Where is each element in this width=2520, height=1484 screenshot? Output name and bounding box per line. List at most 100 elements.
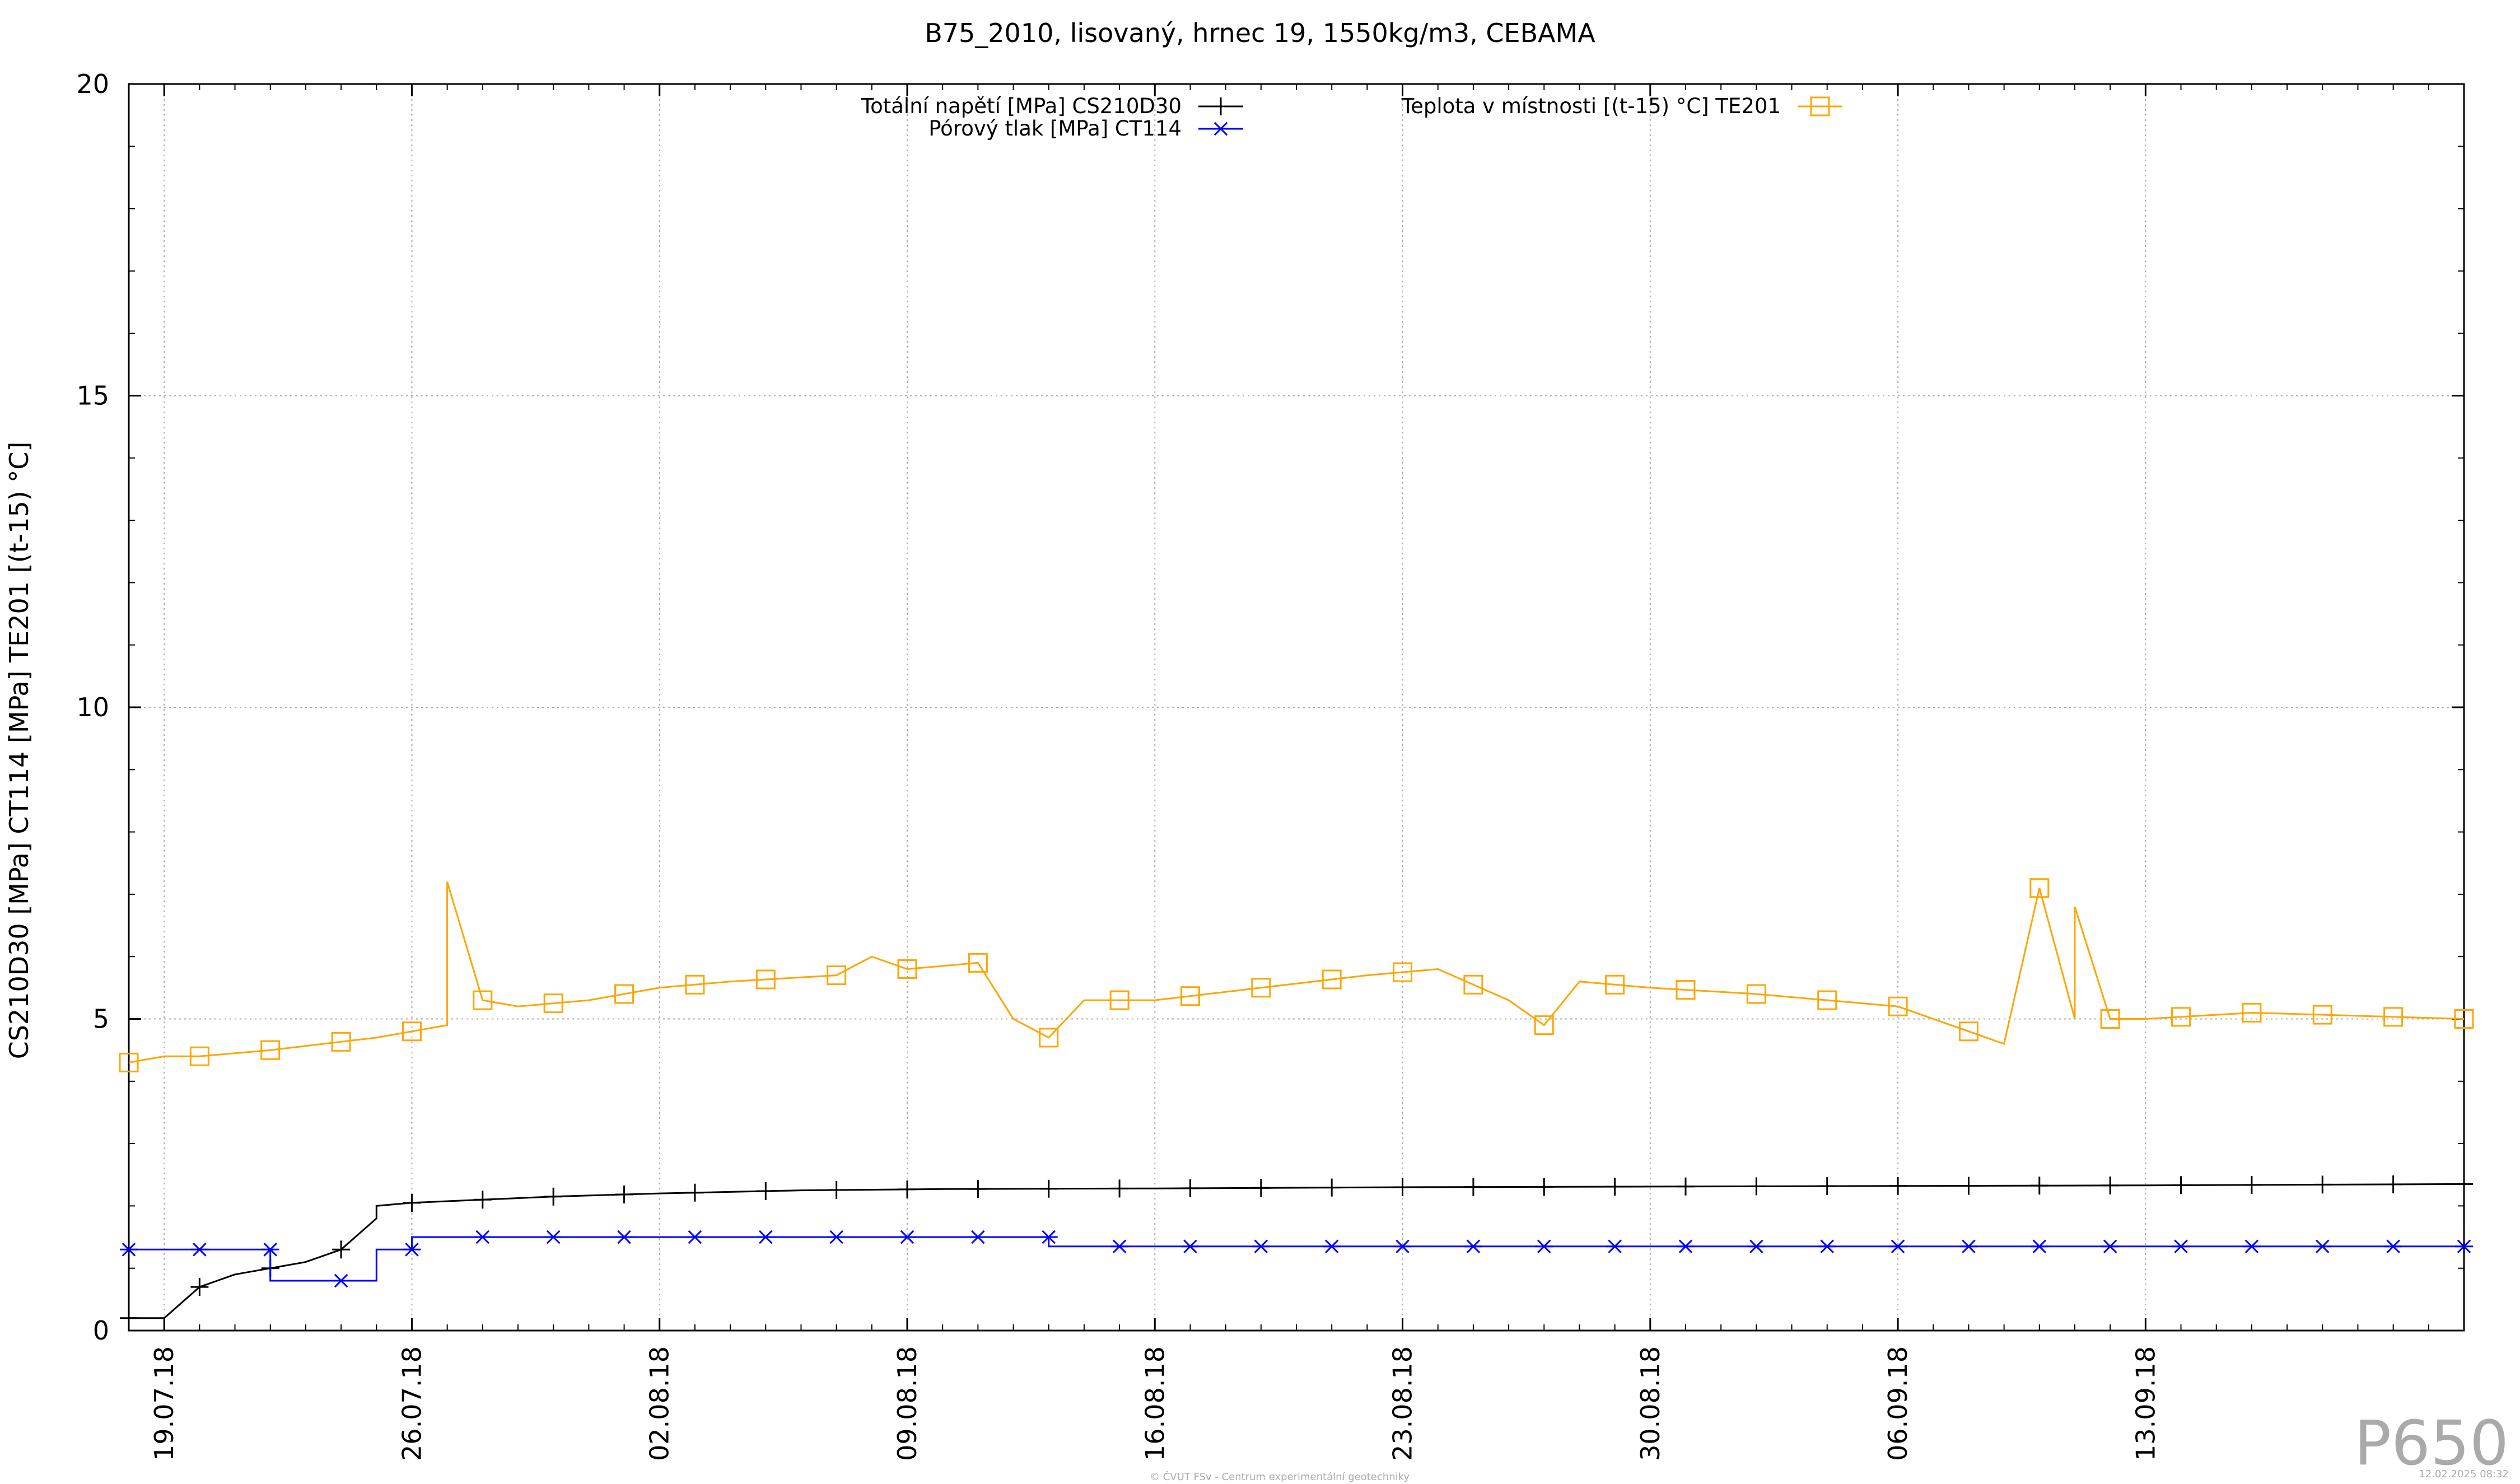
data-point	[897, 959, 917, 979]
data-point	[332, 1273, 351, 1288]
data-point	[2242, 1002, 2262, 1023]
legend-label: Totální napětí [MPa] CS210D30	[861, 94, 1182, 118]
data-point	[615, 1186, 633, 1203]
data-point	[2100, 1009, 2120, 1029]
data-point	[755, 969, 776, 990]
data-point	[1959, 1239, 1978, 1254]
data-point	[1606, 1178, 1624, 1196]
data-point	[898, 1230, 916, 1244]
data-point	[1110, 1179, 1129, 1198]
data-point	[1464, 1239, 1482, 1254]
data-point	[1888, 996, 1908, 1016]
y-tick-label: 20	[76, 69, 109, 99]
x-tick-label: 16.08.18	[1140, 1346, 1170, 1461]
series-1	[120, 1175, 2473, 1327]
data-point	[1676, 980, 1696, 1000]
copyright-footer: © ČVUT FSv - Centrum experimentální geot…	[1150, 1471, 1410, 1483]
data-point	[1039, 1230, 1058, 1244]
data-point	[1959, 1177, 1978, 1195]
data-point	[1393, 1239, 1412, 1254]
data-point	[757, 1230, 775, 1244]
data-point	[2383, 1007, 2404, 1027]
data-series	[119, 878, 2474, 1327]
data-point	[685, 1230, 704, 1244]
data-point	[473, 1191, 492, 1209]
data-point	[1251, 978, 1271, 998]
legend-entry: Totální napětí [MPa] CS210D30	[861, 94, 1243, 118]
data-point	[757, 1182, 775, 1200]
y-axis-label: CS210D30 [MPa] CT114 [MPa] TE201 [(t-15)…	[4, 442, 34, 1060]
data-point	[190, 1278, 209, 1296]
x-tick-label: 19.07.18	[149, 1346, 179, 1461]
data-point	[1535, 1239, 1553, 1254]
data-point	[1181, 1239, 1200, 1254]
data-point	[261, 1243, 279, 1257]
data-point	[1039, 1179, 1058, 1198]
x-tick-label: 09.08.18	[892, 1346, 922, 1461]
series-3	[119, 878, 2474, 1072]
data-point	[1818, 1239, 1836, 1254]
x-axis-ticks: 19.07.18 26.07.18 02.08.18 09.08.18 16.08.18…	[149, 84, 2429, 1461]
data-point	[969, 1230, 987, 1244]
legend-entry: Teplota v místnosti [(t-15) °C] TE201	[1401, 94, 1842, 118]
data-point	[827, 1181, 846, 1200]
watermark-label: P650	[2354, 1407, 2509, 1479]
series-2	[120, 1230, 2473, 1288]
data-point	[1746, 984, 1766, 1004]
data-point	[615, 1230, 633, 1244]
y-tick-label: 10	[76, 692, 109, 722]
data-point	[403, 1193, 421, 1212]
data-point	[119, 1052, 139, 1072]
data-point	[1463, 974, 1483, 995]
data-point	[1605, 974, 1625, 995]
data-point	[898, 1180, 916, 1198]
data-point	[1817, 990, 1837, 1010]
data-point	[685, 1183, 704, 1202]
y-tick-label: 5	[93, 1004, 109, 1034]
data-point	[403, 1243, 421, 1257]
data-point	[1109, 990, 1130, 1010]
x-tick-label: 13.09.18	[2130, 1346, 2160, 1461]
data-point	[2172, 1239, 2190, 1254]
data-point	[614, 984, 634, 1004]
legend-marker	[1810, 96, 1830, 116]
data-point	[2030, 1177, 2048, 1195]
y-tick-label: 15	[76, 381, 109, 411]
data-point	[1180, 986, 1200, 1006]
data-point	[1534, 1015, 1554, 1035]
data-point	[1323, 1178, 1341, 1197]
data-point	[1677, 1177, 1695, 1196]
y-axis-ticks: 0 5 10 15 20	[76, 69, 2464, 1346]
legend-marker	[1212, 122, 1230, 136]
data-point	[2312, 1005, 2332, 1025]
legend-entry: Pórový tlak [MPa] CT114	[928, 116, 1243, 141]
legend-label: Pórový tlak [MPa] CT114	[928, 116, 1182, 141]
x-tick-label: 30.08.18	[1635, 1346, 1665, 1461]
data-point	[1889, 1239, 1907, 1254]
data-point	[969, 1180, 987, 1198]
grid-lines	[129, 84, 2464, 1331]
data-point	[189, 1046, 209, 1066]
data-point	[827, 1230, 846, 1244]
data-point	[2171, 1007, 2191, 1027]
data-point	[1323, 1239, 1341, 1254]
data-point	[1958, 1021, 1978, 1042]
data-point	[2030, 1239, 2048, 1254]
data-point	[1393, 962, 1413, 982]
data-point	[1677, 1239, 1695, 1254]
data-point	[2455, 1239, 2473, 1254]
data-point	[332, 1240, 351, 1259]
series-line	[128, 881, 2465, 1063]
data-point	[1889, 1177, 1907, 1195]
data-point	[544, 1187, 563, 1206]
data-point	[2101, 1239, 2120, 1254]
data-point	[1747, 1239, 1766, 1254]
data-point	[543, 993, 563, 1014]
chart-title: B75_2010, lisovaný, hrnec 19, 1550kg/m3,…	[925, 18, 1595, 48]
data-point	[2384, 1175, 2402, 1193]
series-line	[129, 1236, 2464, 1282]
legend-label: Teplota v místnosti [(t-15) °C] TE201	[1401, 94, 1781, 118]
data-point	[2101, 1176, 2120, 1194]
data-point	[827, 965, 847, 986]
